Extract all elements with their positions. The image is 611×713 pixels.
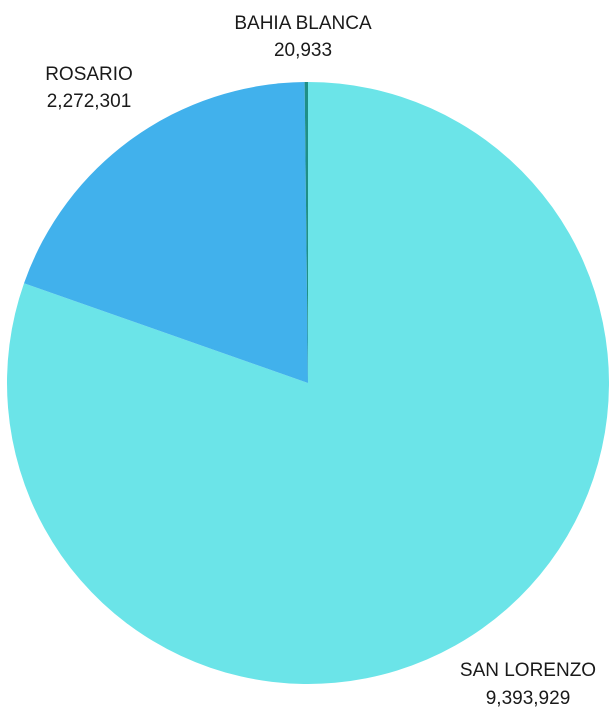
pie-slice-san-lorenzo bbox=[6, 82, 610, 685]
pie-slices bbox=[6, 82, 610, 685]
slice-value-label: 20,933 bbox=[274, 40, 332, 61]
slice-name-label: ROSARIO bbox=[45, 64, 133, 85]
slice-value-label: 2,272,301 bbox=[47, 91, 132, 112]
slice-name-label: BAHIA BLANCA bbox=[234, 13, 372, 34]
label-rosario: ROSARIO 2,272,301 bbox=[45, 64, 133, 112]
pie-slice-rosario bbox=[24, 82, 309, 384]
pie-slice-bahia-blanca bbox=[304, 82, 308, 383]
slice-value-label: 9,393,929 bbox=[486, 688, 571, 709]
label-san-lorenzo: SAN LORENZO 9,393,929 bbox=[460, 660, 596, 709]
slice-name-label: SAN LORENZO bbox=[460, 660, 596, 681]
label-bahia-blanca: BAHIA BLANCA 20,933 bbox=[234, 13, 372, 61]
